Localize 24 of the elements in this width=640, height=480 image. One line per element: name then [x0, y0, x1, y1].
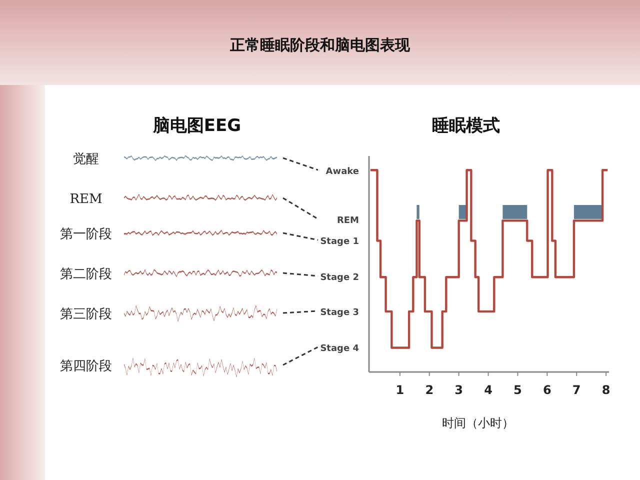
text: 第二阶段 [60, 267, 112, 282]
text: 第一阶段 [60, 227, 112, 242]
text: REM [70, 192, 102, 207]
text: Stage 3 [320, 308, 359, 318]
text: 脑电图EEG [152, 116, 242, 136]
x-axis-title: 时间（小时） [442, 416, 514, 430]
x-tick-label: 4 [484, 383, 492, 397]
text: Stage 2 [320, 273, 359, 283]
chart-title: 正常睡眠阶段和脑电图表现 [229, 36, 411, 54]
text: Awake [326, 167, 359, 177]
x-tick-label: 6 [542, 383, 552, 397]
text: 第三阶段 [60, 307, 112, 322]
x-tick-label: 2 [425, 383, 434, 397]
x-tick-label: 3 [454, 383, 463, 397]
x-tick-label: 1 [396, 383, 404, 397]
text: Stage 1 [320, 237, 359, 247]
x-tick-label: 5 [514, 383, 522, 397]
text: REM [336, 216, 360, 226]
text: 觉醒 [73, 152, 99, 167]
text: 第四阶段 [60, 359, 112, 374]
x-tick-label: 8 [602, 383, 610, 397]
chart-subtitle: 睡眠模式 [432, 116, 500, 136]
text: Stage 4 [320, 344, 359, 354]
x-tick-label: 7 [572, 383, 581, 397]
